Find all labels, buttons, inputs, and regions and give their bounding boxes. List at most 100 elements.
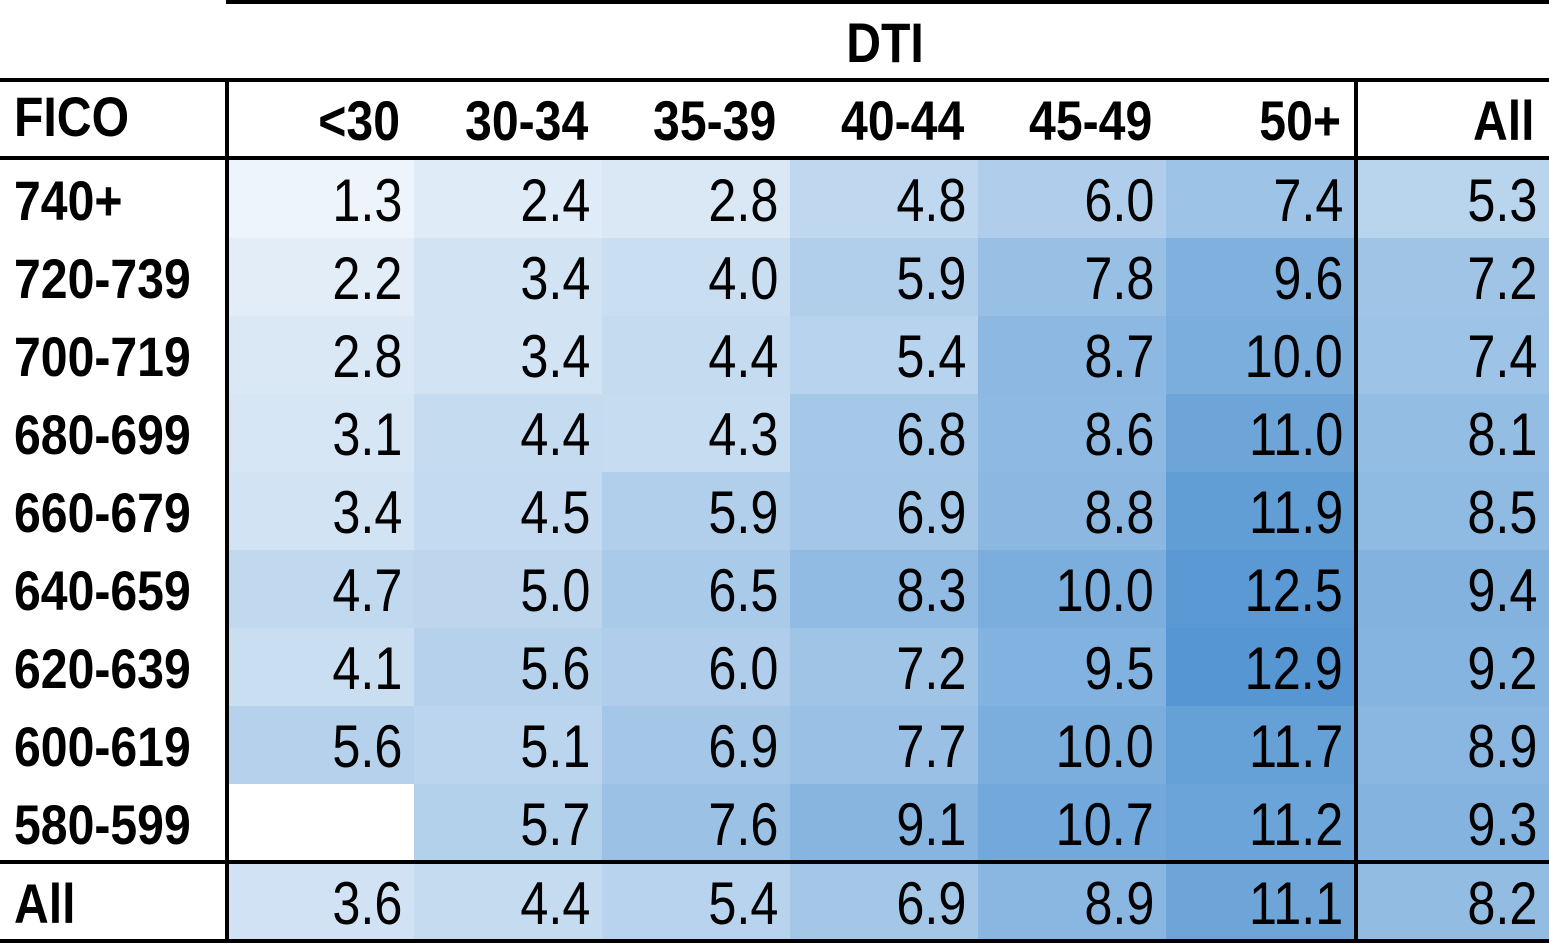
cell-value: 3.4 [519, 245, 590, 312]
dti-column-header: 50+ [1259, 89, 1341, 152]
heatmap-cell [978, 394, 1166, 472]
cell-value: 2.4 [519, 167, 590, 234]
cell-value: 8.6 [1083, 401, 1154, 468]
cell-value: 9.4 [1466, 557, 1537, 624]
heatmap-cell [790, 628, 978, 706]
heatmap-cell [228, 628, 414, 706]
heatmap-cell [228, 550, 414, 628]
heatmap-cell [414, 394, 602, 472]
heatmap-cell [1357, 784, 1549, 862]
dti-column-header: 40-44 [840, 89, 964, 152]
heatmap-cell [414, 706, 602, 784]
dti-column-header: 30-34 [464, 89, 588, 152]
cell-value: 4.3 [707, 401, 778, 468]
cell-value: 3.6 [331, 870, 402, 937]
heatmap-cell [978, 628, 1166, 706]
cell-value: 4.4 [519, 870, 590, 937]
heatmap-cell [1357, 550, 1549, 628]
heatmap-cell [602, 784, 790, 862]
heatmap-cell [1166, 160, 1355, 238]
cell-value: 5.9 [895, 245, 966, 312]
cell-value: 4.4 [707, 323, 778, 390]
fico-row-label: All [14, 872, 76, 935]
heatmap-cell [228, 472, 414, 550]
cell-value: 5.9 [707, 479, 778, 546]
heatmap-cell [602, 238, 790, 316]
cell-value: 7.4 [1272, 167, 1343, 234]
cell-value: 4.0 [707, 245, 778, 312]
heatmap-cell [790, 160, 978, 238]
heatmap-cell [228, 864, 414, 940]
heatmap-cell [978, 472, 1166, 550]
heatmap-cell [1166, 864, 1355, 940]
heatmap-cell [978, 864, 1166, 940]
cell-value: 2.2 [331, 245, 402, 312]
cell-value: 8.9 [1083, 870, 1154, 937]
heatmap-cell [1166, 550, 1355, 628]
fico-row-label: 620-639 [14, 637, 191, 700]
heatmap-cell [414, 628, 602, 706]
cell-value: 5.4 [895, 323, 966, 390]
cell-value: 7.7 [895, 713, 966, 780]
heatmap-cell [228, 394, 414, 472]
heatmap-cell [1357, 394, 1549, 472]
heatmap-cell [790, 394, 978, 472]
heatmap-cell [414, 550, 602, 628]
heatmap-cell [790, 550, 978, 628]
heatmap-cell [790, 472, 978, 550]
cell-value: 5.7 [519, 791, 590, 858]
fico-row-label: 660-679 [14, 481, 191, 544]
heatmap-cell [602, 864, 790, 940]
heatmap-cell [414, 864, 602, 940]
cell-value: 4.7 [331, 557, 402, 624]
heatmap-cell [1357, 160, 1549, 238]
heatmap-cell [228, 238, 414, 316]
heatmap-cell [790, 706, 978, 784]
cell-value: 9.2 [1466, 635, 1537, 702]
cell-value: 7.2 [895, 635, 966, 702]
heatmap-cell [1166, 784, 1355, 862]
cell-value: 7.8 [1083, 245, 1154, 312]
cell-value: 8.5 [1466, 479, 1537, 546]
dti-column-header: 35-39 [652, 89, 776, 152]
heatmap-cell [228, 706, 414, 784]
heatmap-cell [790, 316, 978, 394]
heatmap-cell [790, 784, 978, 862]
label-divider [225, 78, 229, 943]
cell-value: 10.0 [1055, 557, 1154, 624]
cell-value: 6.8 [895, 401, 966, 468]
cell-value: 5.6 [519, 635, 590, 702]
cell-value: 11.2 [1248, 791, 1343, 858]
cell-value: 8.2 [1466, 870, 1537, 937]
cell-value: 8.9 [1466, 713, 1537, 780]
cell-value: 3.4 [519, 323, 590, 390]
heatmap-cell [1166, 316, 1355, 394]
heatmap-cell [1357, 316, 1549, 394]
fico-row-label: 700-719 [14, 325, 191, 388]
heatmap-cell [1166, 472, 1355, 550]
heatmap-cell [790, 238, 978, 316]
heatmap-cell [414, 238, 602, 316]
fico-row-label: 640-659 [14, 559, 191, 622]
heatmap-cell [602, 394, 790, 472]
cell-value: 10.0 [1244, 323, 1343, 390]
heatmap-cell [414, 160, 602, 238]
cell-value: 8.1 [1466, 401, 1537, 468]
cell-value: 11.0 [1248, 401, 1343, 468]
cell-value: 2.8 [707, 167, 778, 234]
cell-value: 10.0 [1055, 713, 1154, 780]
cell-value: 11.1 [1248, 870, 1343, 937]
dti-column-header: All [1473, 89, 1535, 152]
cell-value: 7.2 [1466, 245, 1537, 312]
cell-value: 9.6 [1272, 245, 1343, 312]
cell-value: 1.3 [331, 167, 402, 234]
cell-value: 3.4 [331, 479, 402, 546]
cell-value: 11.7 [1248, 713, 1343, 780]
cell-value: 12.5 [1244, 557, 1343, 624]
cell-value: 10.7 [1055, 791, 1154, 858]
heatmap-cell [414, 784, 602, 862]
dti-column-header: <30 [318, 89, 400, 152]
heatmap-cell [790, 864, 978, 940]
cell-value: 8.7 [1083, 323, 1154, 390]
